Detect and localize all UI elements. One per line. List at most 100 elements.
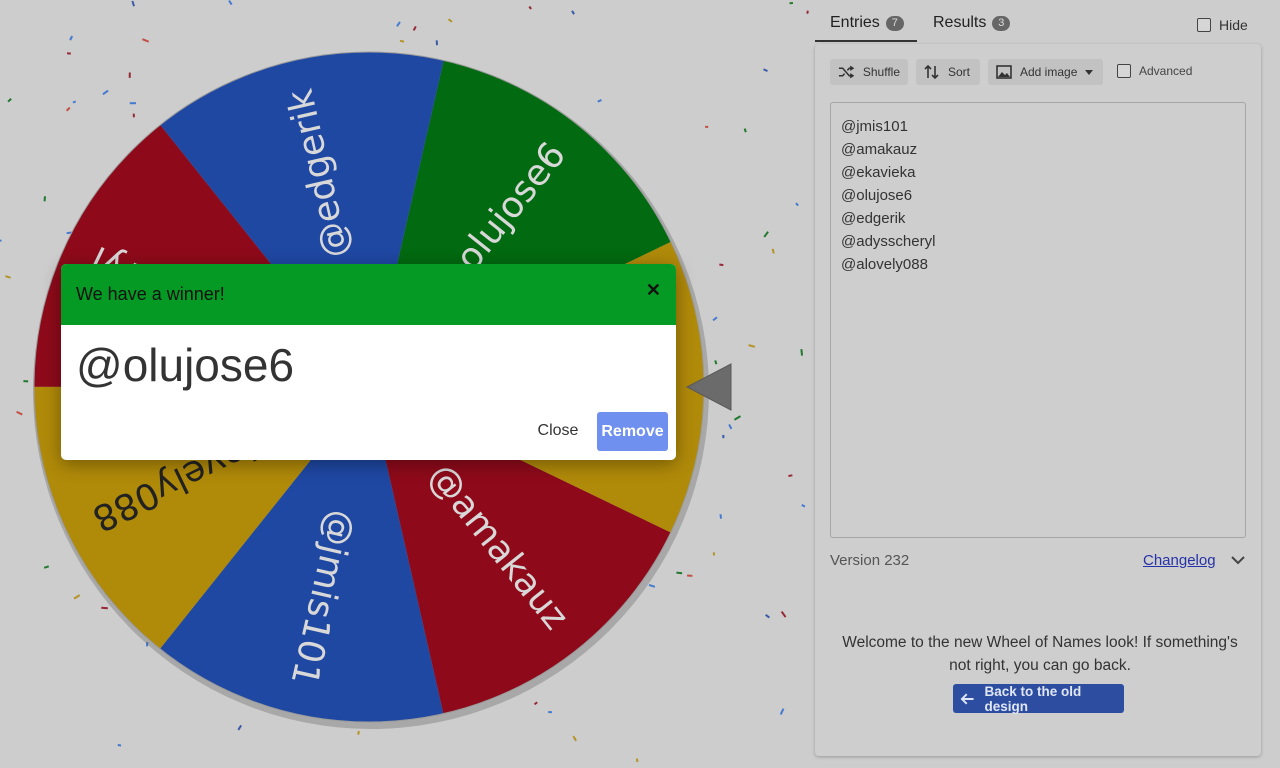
- sort-button[interactable]: Sort: [916, 59, 980, 85]
- add-image-label: Add image: [1020, 65, 1078, 79]
- confetti-piece: [65, 106, 71, 112]
- confetti-piece: [635, 758, 639, 763]
- confetti-piece: [72, 100, 77, 104]
- remove-button[interactable]: Remove: [597, 412, 668, 451]
- entry-line: @olujose6: [841, 187, 913, 204]
- confetti-piece: [705, 125, 709, 128]
- hide-label: Hide: [1219, 17, 1248, 33]
- confetti-piece: [687, 574, 693, 577]
- confetti-piece: [43, 196, 46, 202]
- shuffle-button[interactable]: Shuffle: [830, 59, 908, 85]
- confetti-piece: [676, 571, 683, 575]
- winner-name: @olujose6: [76, 339, 295, 391]
- advanced-label: Advanced: [1139, 64, 1193, 78]
- advanced-checkbox-box[interactable]: [1117, 64, 1131, 78]
- winner-dialog: We have a winner! ✕ @olujose6 Close Remo…: [61, 264, 676, 460]
- tab-results[interactable]: Results 3: [933, 14, 1011, 32]
- tab-entries-label: Entries: [830, 14, 880, 31]
- tab-bar: Entries 7 Results 3: [815, 0, 1261, 44]
- confetti-piece: [780, 611, 787, 618]
- confetti-piece: [101, 606, 108, 610]
- sort-icon: [924, 64, 939, 80]
- confetti-piece: [763, 68, 768, 73]
- hide-checkbox[interactable]: Hide: [1197, 17, 1248, 33]
- confetti-piece: [132, 113, 135, 118]
- confetti-piece: [0, 239, 2, 242]
- results-count-badge: 3: [992, 15, 1011, 31]
- confetti-piece: [571, 10, 575, 15]
- entries-count-badge: 7: [885, 15, 904, 31]
- confetti-piece: [129, 102, 137, 105]
- confetti-piece: [396, 21, 401, 27]
- close-button[interactable]: Close: [537, 422, 579, 439]
- confetti-piece: [145, 642, 149, 647]
- confetti-piece: [357, 730, 360, 735]
- confetti-piece: [548, 710, 553, 714]
- entry-line: @amakauz: [841, 141, 918, 158]
- confetti-piece: [806, 10, 809, 14]
- winner-dialog-header: We have a winner! ✕: [61, 264, 676, 325]
- pointer-arrow-icon: [685, 363, 732, 411]
- confetti-piece: [763, 231, 769, 238]
- winner-dialog-title: We have a winner!: [76, 284, 225, 304]
- version-text: Version 232: [830, 552, 910, 569]
- entry-line: @adysscheryl: [841, 233, 936, 250]
- confetti-piece: [435, 40, 439, 46]
- confetti-piece: [714, 360, 718, 365]
- advanced-checkbox[interactable]: Advanced: [1117, 64, 1192, 78]
- confetti-piece: [102, 89, 109, 96]
- close-icon[interactable]: ✕: [645, 280, 661, 300]
- back-to-old-design-label: Back to the old design: [984, 683, 1082, 714]
- entry-line: @edgerik: [841, 210, 906, 227]
- confetti-piece: [728, 423, 733, 430]
- confetti-piece: [597, 99, 602, 103]
- confetti-piece: [5, 275, 11, 279]
- confetti-piece: [743, 128, 747, 133]
- confetti-piece: [800, 349, 804, 356]
- wheel-segment: [160, 387, 444, 723]
- confetti-piece: [73, 594, 81, 600]
- entry-line: @ekavieka: [841, 164, 916, 181]
- shuffle-label: Shuffle: [862, 65, 900, 79]
- entries-textarea[interactable]: @jmis101 @amakauz @ekavieka @olujose6 @e…: [830, 102, 1246, 538]
- wheel-segment: [369, 387, 671, 714]
- confetti-piece: [771, 248, 775, 254]
- sort-label: Sort: [948, 65, 971, 79]
- confetti-piece: [66, 52, 71, 55]
- confetti-piece: [712, 316, 718, 322]
- add-image-button[interactable]: Add image: [988, 59, 1103, 85]
- changelog-link[interactable]: Changelog: [1143, 552, 1216, 569]
- confetti-piece: [765, 614, 770, 619]
- back-to-old-design-button[interactable]: Back to the old design: [953, 683, 1124, 714]
- confetti-piece: [788, 474, 793, 478]
- confetti-piece: [533, 701, 538, 706]
- confetti-piece: [7, 98, 12, 103]
- confetti-piece: [719, 514, 723, 519]
- arrow-left-icon: [960, 692, 974, 705]
- confetti-piece: [748, 344, 756, 348]
- confetti-piece: [789, 1, 794, 5]
- confetti-piece: [399, 39, 405, 43]
- confetti-piece: [779, 708, 785, 715]
- confetti-piece: [528, 5, 532, 10]
- confetti-piece: [142, 38, 150, 43]
- confetti-piece: [228, 0, 233, 6]
- dropdown-caret-icon: [1085, 69, 1094, 75]
- tab-entries[interactable]: Entries 7: [830, 14, 904, 32]
- shuffle-icon: [838, 65, 855, 79]
- image-icon: [996, 65, 1012, 79]
- confetti-piece: [66, 231, 72, 235]
- hide-checkbox-box[interactable]: [1197, 18, 1211, 32]
- confetti-piece: [131, 0, 136, 7]
- confetti-piece: [801, 504, 806, 508]
- confetti-piece: [795, 202, 799, 207]
- confetti-piece: [23, 380, 29, 383]
- tab-results-label: Results: [933, 14, 987, 31]
- confetti-piece: [69, 35, 74, 41]
- confetti-piece: [712, 552, 716, 556]
- chevron-down-icon[interactable]: [1230, 553, 1246, 567]
- confetti-piece: [43, 565, 50, 569]
- entry-line: @jmis101: [841, 118, 908, 135]
- confetti-piece: [237, 724, 242, 731]
- confetti-piece: [128, 72, 131, 78]
